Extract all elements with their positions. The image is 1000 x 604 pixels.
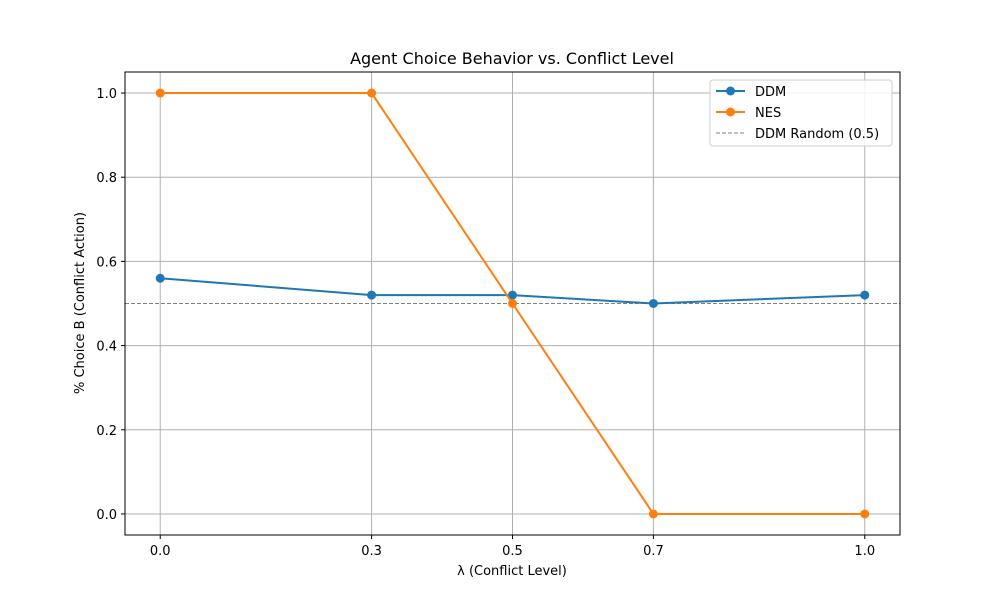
legend-label: DDM Random (0.5) xyxy=(755,127,879,142)
legend: DDM NES DDM Random (0.5) xyxy=(709,79,893,147)
legend-label: NES xyxy=(755,106,781,121)
data-point-nes xyxy=(648,509,658,519)
series-layer xyxy=(155,88,870,519)
y-tick-label: 0.2 xyxy=(96,424,117,439)
data-point-ddm xyxy=(367,290,377,300)
data-point-nes xyxy=(367,88,377,98)
data-point-nes xyxy=(508,299,517,308)
data-point-nes xyxy=(860,509,870,519)
data-point-nes xyxy=(155,88,165,98)
data-point-ddm xyxy=(648,299,658,308)
y-tick-label: 0.0 xyxy=(96,508,117,523)
data-point-ddm xyxy=(155,273,165,283)
x-axis-label: λ (Conflict Level) xyxy=(457,564,567,579)
data-point-ddm xyxy=(860,290,870,300)
x-tick-label: 0.7 xyxy=(643,544,664,559)
legend-label: DDM xyxy=(755,85,786,100)
x-axis-ticks: 0.0 0.3 0.5 0.7 1.0 xyxy=(150,535,875,559)
y-axis-label: % Choice B (Conflict Action) xyxy=(73,212,88,394)
y-axis-ticks: 0.0 0.2 0.4 0.6 0.8 1.0 xyxy=(96,87,125,523)
data-point-ddm xyxy=(508,290,517,300)
y-tick-label: 0.8 xyxy=(96,171,117,186)
y-tick-label: 0.4 xyxy=(96,340,117,355)
x-tick-label: 1.0 xyxy=(854,544,875,559)
legend-box xyxy=(709,79,893,147)
x-tick-label: 0.0 xyxy=(150,544,171,559)
x-tick-label: 0.3 xyxy=(361,544,382,559)
chart-title: Agent Choice Behavior vs. Conflict Level xyxy=(350,49,674,68)
legend-swatch-marker xyxy=(726,107,735,117)
y-tick-label: 0.6 xyxy=(96,255,117,270)
x-tick-label: 0.5 xyxy=(502,544,523,559)
legend-swatch-marker xyxy=(726,86,735,96)
y-tick-label: 1.0 xyxy=(96,87,117,102)
